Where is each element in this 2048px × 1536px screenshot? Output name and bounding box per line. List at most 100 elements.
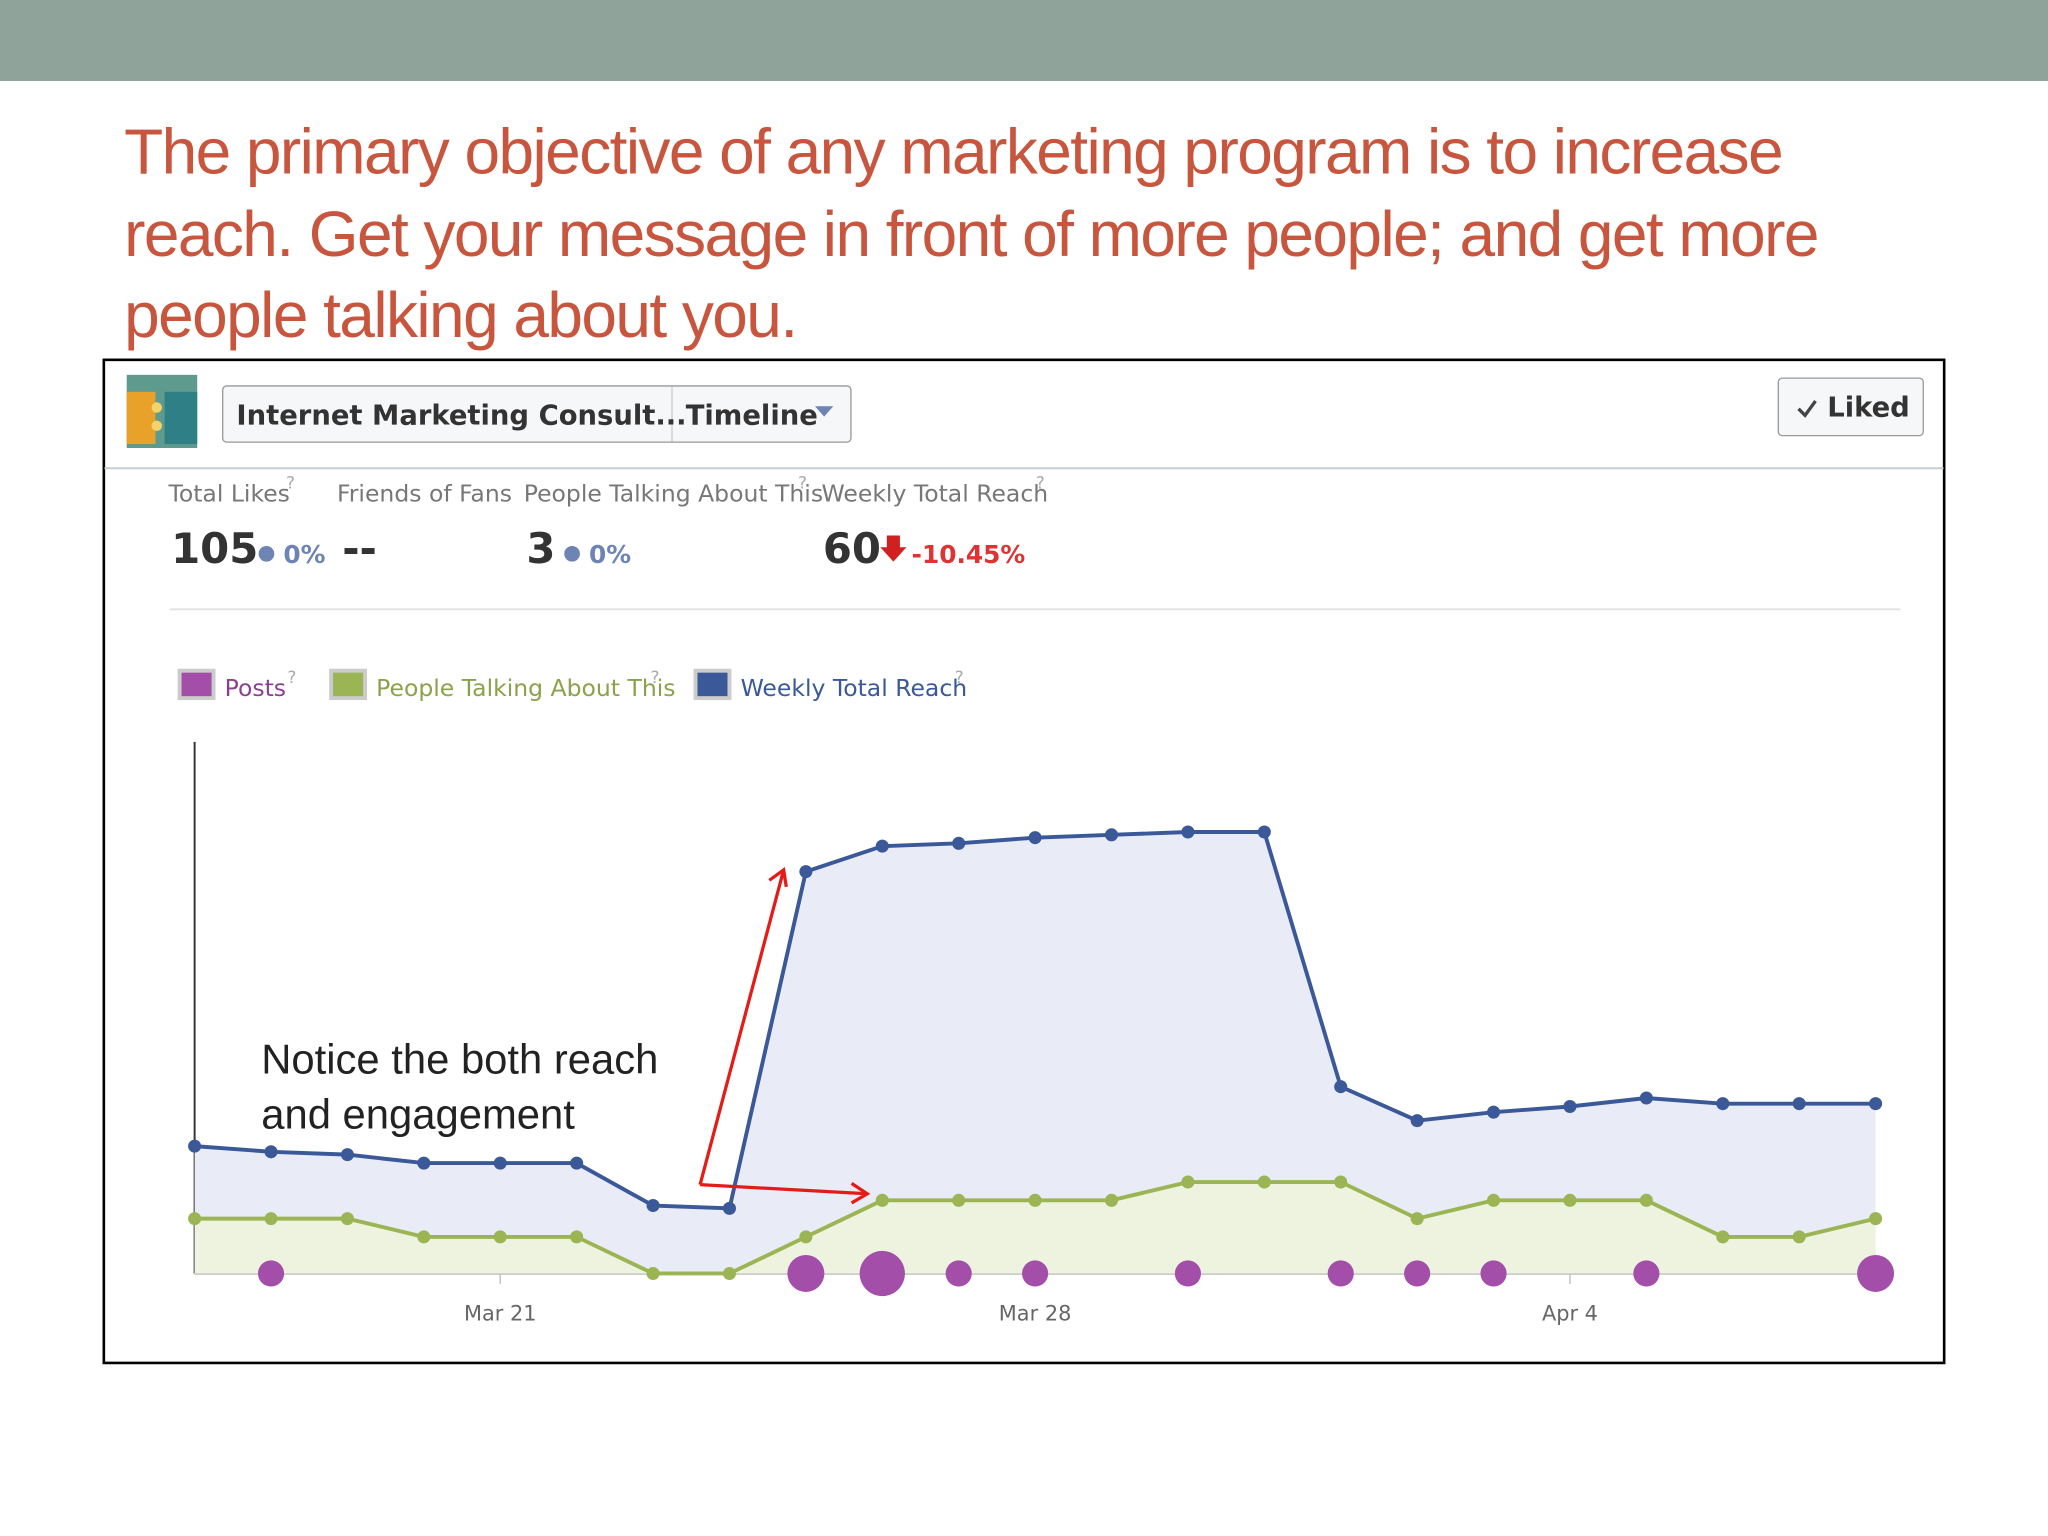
- point: [875, 1193, 889, 1207]
- stat-change: 0%: [589, 540, 631, 569]
- point: [1487, 1193, 1501, 1207]
- legend-item[interactable]: People Talking About This?: [329, 668, 675, 702]
- point: [188, 1139, 202, 1153]
- x-tick-label: Apr 4: [1542, 1301, 1598, 1325]
- point: [952, 836, 966, 850]
- point: [1792, 1097, 1806, 1111]
- point: [722, 1201, 736, 1215]
- legend-swatch: [177, 668, 216, 701]
- legend-label: People Talking About This: [376, 674, 675, 702]
- point: [952, 1193, 966, 1207]
- point: [264, 1145, 278, 1159]
- point: [1028, 1193, 1042, 1207]
- area: [194, 1182, 1876, 1274]
- point: [1028, 831, 1042, 845]
- post-bubble: [1480, 1260, 1507, 1287]
- point: [1334, 1080, 1348, 1094]
- legend-item[interactable]: Posts?: [177, 668, 297, 702]
- point: [417, 1156, 431, 1170]
- liked-label[interactable]: Liked: [1827, 393, 1910, 424]
- plot: Mar 21 Mar 28 Apr 4: [188, 741, 1895, 1325]
- point: [1869, 1097, 1883, 1111]
- view-selector[interactable]: Timeline: [686, 400, 818, 431]
- point: [1181, 825, 1195, 839]
- point: [1410, 1114, 1424, 1128]
- legend-item[interactable]: Weekly Total Reach?: [693, 668, 968, 702]
- post-bubble: [787, 1254, 825, 1292]
- stat-value: --: [342, 524, 377, 573]
- point: [570, 1230, 584, 1244]
- stat-change: 0%: [283, 540, 325, 569]
- slide-title: The primary objective of any marketing p…: [124, 116, 1782, 188]
- annotation: Notice the both reach and engagement: [261, 866, 871, 1205]
- point: [1716, 1230, 1730, 1244]
- point: [799, 865, 813, 879]
- post-bubble: [257, 1260, 285, 1287]
- slide-title: reach. Get your message in front of more…: [124, 198, 1818, 270]
- point: [1563, 1099, 1577, 1114]
- point: [646, 1266, 660, 1280]
- slide-title: people talking about you.: [124, 279, 796, 351]
- post-bubble: [1404, 1260, 1431, 1287]
- neutral-dot: [564, 545, 580, 562]
- point: [1639, 1091, 1653, 1105]
- legend-swatch: [329, 668, 368, 701]
- post-bubble: [945, 1260, 972, 1287]
- point: [646, 1199, 660, 1213]
- point: [875, 839, 889, 853]
- post-bubble: [1022, 1260, 1049, 1287]
- post-bubble: [1857, 1254, 1895, 1292]
- page-name[interactable]: Internet Marketing Consult...: [236, 400, 686, 431]
- down-arrow: [880, 535, 907, 562]
- help-mark: ?: [798, 473, 807, 493]
- stat-value: 3: [526, 524, 555, 573]
- legend-label: Weekly Total Reach: [741, 674, 968, 702]
- help-mark: ?: [1036, 473, 1045, 493]
- point: [1257, 825, 1271, 839]
- post-bubble: [1174, 1260, 1201, 1287]
- point: [1563, 1193, 1577, 1207]
- point: [188, 1212, 202, 1226]
- post-bubble: [1327, 1260, 1354, 1287]
- point: [1410, 1212, 1424, 1226]
- point: [1104, 1193, 1119, 1207]
- legend-label: Posts: [225, 674, 286, 702]
- point: [340, 1148, 354, 1162]
- page-logo: [126, 374, 198, 448]
- point: [1104, 828, 1119, 842]
- help-mark: ?: [287, 668, 296, 688]
- stat-value: 60: [823, 524, 881, 573]
- x-tick-label: Mar 28: [999, 1301, 1072, 1325]
- point: [264, 1212, 278, 1226]
- legend: Posts? People Talking About This? Weekly T…: [177, 668, 968, 702]
- top-bar: [0, 0, 2048, 81]
- liked-button[interactable]: Liked: [1777, 377, 1924, 437]
- point: [1792, 1230, 1806, 1244]
- point: [1639, 1193, 1653, 1207]
- point: [1334, 1175, 1348, 1189]
- point: [493, 1230, 507, 1244]
- stat-label: People Talking About This: [524, 480, 823, 508]
- point: [722, 1266, 736, 1280]
- page-selector[interactable]: Internet Marketing Consult... Timeline: [222, 385, 852, 443]
- stat-label: Friends of Fans: [337, 480, 512, 508]
- post-bubble: [859, 1250, 905, 1297]
- stat-label: Weekly Total Reach: [822, 480, 1049, 508]
- neutral-dot: [258, 545, 275, 562]
- point: [1716, 1097, 1730, 1111]
- point: [1257, 1175, 1271, 1189]
- stats: Total Likes? 105 0% Friends of Fans -- People…: [167, 473, 1048, 572]
- post-bubble: [1633, 1260, 1660, 1287]
- stat-change: -10.45%: [912, 540, 1026, 569]
- help-mark: ?: [650, 668, 659, 688]
- point: [417, 1230, 431, 1244]
- legend-swatch: [693, 668, 732, 701]
- point: [1869, 1212, 1883, 1226]
- point: [340, 1212, 354, 1226]
- help-mark: ?: [955, 668, 964, 688]
- area: [194, 832, 1876, 1274]
- annotation-arrows: [698, 866, 871, 1205]
- point: [1487, 1105, 1501, 1119]
